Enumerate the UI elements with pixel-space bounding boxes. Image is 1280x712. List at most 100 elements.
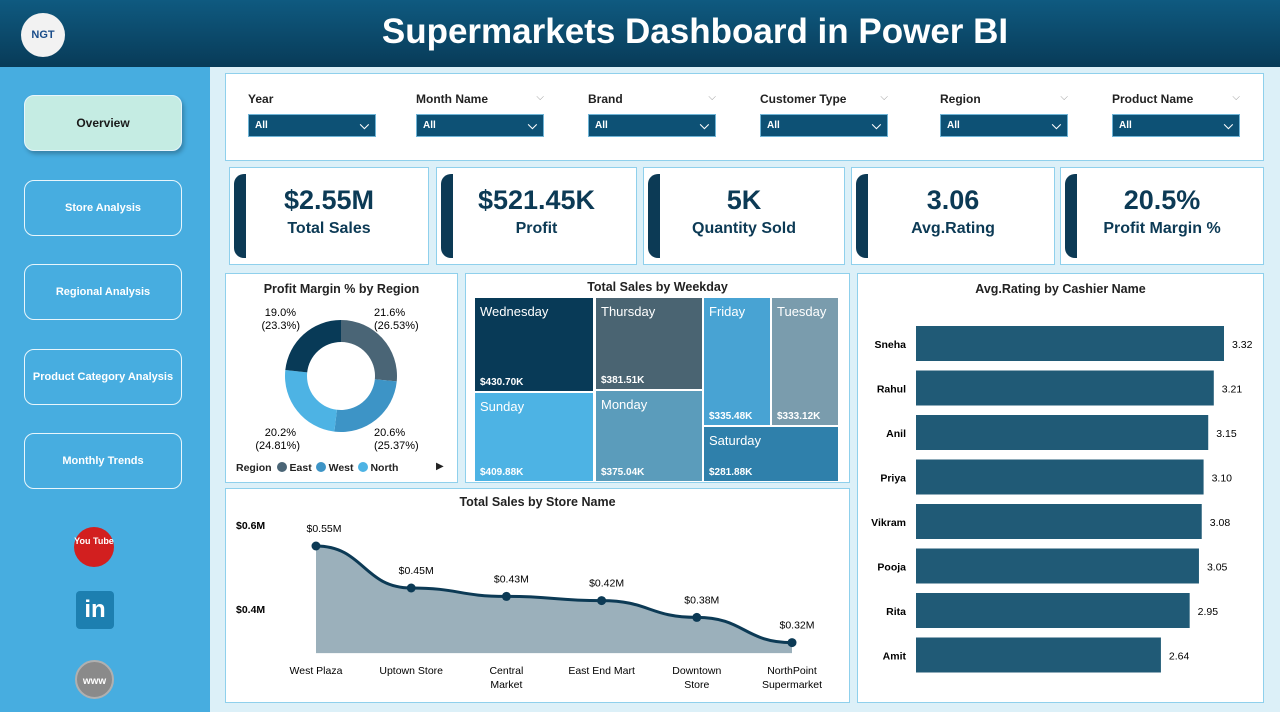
- dropdown-value: All: [255, 120, 268, 131]
- kpi-label: Total Sales: [287, 220, 371, 237]
- dropdown-value: All: [1119, 120, 1132, 131]
- nav-overview[interactable]: Overview: [24, 95, 182, 151]
- slice-value-label: 20.2%: [265, 427, 296, 439]
- treemap-tile-sunday[interactable]: Sunday $409.88K: [475, 393, 593, 481]
- legend-title: Region: [236, 462, 272, 474]
- treemap-tile-tuesday[interactable]: Tuesday $333.12K: [772, 298, 838, 425]
- data-point[interactable]: [787, 638, 797, 648]
- bar-value-label: 3.32: [1232, 339, 1253, 351]
- sales-by-weekday-card: Total Sales by Weekday Wednesday $430.70K…: [465, 273, 850, 483]
- profit-margin-by-region-card: Profit Margin % by Region 21.6% (26.53%) 2…: [225, 273, 458, 483]
- kpi-value: $2.55M: [283, 185, 375, 215]
- filter-year: Year All ⌵: [248, 92, 376, 137]
- kpi-value: 3.06: [926, 185, 980, 215]
- y-tick-label: Rahul: [877, 384, 906, 396]
- slice-value-label: 19.0%: [265, 307, 296, 319]
- chevron-down-icon[interactable]: ⌵: [536, 92, 544, 103]
- website-globe-icon[interactable]: www: [75, 660, 114, 699]
- x-tick-label: Central: [489, 665, 523, 677]
- filter-label-text: Brand: [588, 92, 623, 106]
- chevron-down-icon: ⌵: [527, 118, 537, 132]
- legend-item-north[interactable]: North: [357, 462, 398, 474]
- bar-vikram[interactable]: [916, 504, 1202, 539]
- filter-dropdown[interactable]: All ⌵: [760, 114, 888, 137]
- data-label: $0.43M: [494, 573, 529, 585]
- nav-product-category-analysis[interactable]: Product Category Analysis: [24, 349, 182, 405]
- data-point[interactable]: [692, 612, 702, 622]
- filter-label-text: Year: [248, 92, 274, 106]
- chevron-down-icon[interactable]: ⌵: [880, 92, 888, 103]
- kpi-card-total-sales: $2.55M Total Sales: [229, 167, 429, 265]
- treemap-tile-friday[interactable]: Friday $335.48K: [704, 298, 770, 425]
- bar-pooja[interactable]: [916, 548, 1199, 584]
- slice-share-label: (23.3%): [261, 320, 300, 332]
- bar-value-label: 3.08: [1210, 517, 1231, 529]
- chart-title: Avg.Rating by Cashier Name: [975, 282, 1146, 296]
- tile-value: $430.70K: [480, 377, 524, 388]
- youtube-icon[interactable]: You Tube: [74, 527, 114, 567]
- filter-dropdown[interactable]: All ⌵: [940, 114, 1068, 137]
- treemap-tile-wednesday[interactable]: Wednesday $430.70K: [475, 298, 593, 391]
- bar-rita[interactable]: [916, 593, 1190, 628]
- legend-swatch: [357, 462, 368, 472]
- tile-value: $281.88K: [709, 467, 753, 478]
- chevron-down-icon: ⌵: [359, 118, 369, 132]
- area-chart: $0.6M $0.4M $0.55M West Plaza $0.45M Uptown S…: [236, 520, 822, 691]
- linkedin-icon[interactable]: in: [76, 591, 114, 629]
- data-point[interactable]: [501, 591, 511, 601]
- chevron-down-icon[interactable]: ⌵: [1060, 92, 1068, 103]
- donut-slice-west[interactable]: [334, 379, 397, 432]
- filter-dropdown[interactable]: All ⌵: [248, 114, 376, 137]
- filter-label: Month Name ⌵: [416, 92, 544, 114]
- kpi-card-avg-rating: 3.06 Avg.Rating: [851, 167, 1055, 265]
- chart-title: Total Sales by Store Name: [459, 495, 616, 509]
- bar-amit[interactable]: [916, 637, 1161, 673]
- bar-chart: Sneha 3.32 Rahul 3.21 Anil 3.15 Priya 3.10 Vikra…: [871, 326, 1253, 673]
- filter-label-text: Month Name: [416, 92, 488, 106]
- tile-value: $381.51K: [601, 375, 645, 386]
- data-point[interactable]: [406, 583, 416, 593]
- data-point[interactable]: [597, 596, 607, 606]
- tile-value: $409.88K: [480, 467, 524, 478]
- filter-dropdown[interactable]: All ⌵: [1112, 114, 1240, 137]
- kpi-accent: [856, 174, 868, 258]
- donut-slice-east[interactable]: [341, 320, 397, 382]
- bar-rahul[interactable]: [916, 370, 1214, 406]
- chevron-down-icon[interactable]: ⌵: [708, 92, 716, 103]
- y-tick-label: Priya: [880, 473, 906, 485]
- legend-item-east[interactable]: East: [276, 462, 312, 474]
- bar-priya[interactable]: [916, 459, 1204, 495]
- sales-by-store-card: Total Sales by Store Name $0.6M $0.4M $0.5…: [225, 488, 850, 703]
- rating-by-cashier-card: Avg.Rating by Cashier Name Sneha 3.32 Rahu…: [857, 273, 1264, 703]
- filter-label-text: Product Name: [1112, 92, 1194, 106]
- filter-label: Region ⌵: [940, 92, 1068, 114]
- donut-slice-north[interactable]: [285, 370, 337, 432]
- x-tick-label: Uptown Store: [379, 665, 443, 677]
- filter-dropdown[interactable]: All ⌵: [588, 114, 716, 137]
- nav-store-analysis[interactable]: Store Analysis: [24, 180, 182, 236]
- treemap-tile-thursday[interactable]: Thursday $381.51K: [596, 298, 702, 389]
- data-label: $0.32M: [779, 620, 814, 632]
- filter-dropdown[interactable]: All ⌵: [416, 114, 544, 137]
- tile-label: Monday: [601, 397, 648, 412]
- chevron-down-icon[interactable]: ⌵: [1232, 92, 1240, 103]
- donut-slice-unlabeled[interactable]: [285, 320, 341, 373]
- data-point[interactable]: [311, 541, 321, 551]
- legend-next-arrow-icon[interactable]: ▶: [436, 461, 444, 472]
- legend: Region East West North: [236, 462, 398, 474]
- filter-region: Region ⌵ All ⌵: [940, 92, 1068, 137]
- filter-label-text: Customer Type: [760, 92, 847, 106]
- nav-monthly-trends[interactable]: Monthly Trends: [24, 433, 182, 489]
- tile-label: Tuesday: [777, 304, 827, 319]
- nav-regional-analysis[interactable]: Regional Analysis: [24, 264, 182, 320]
- treemap-tile-monday[interactable]: Monday $375.04K: [596, 391, 702, 481]
- kpi-label: Profit: [515, 220, 558, 237]
- legend-item-west[interactable]: West: [315, 462, 354, 474]
- bar-sneha[interactable]: [916, 326, 1224, 361]
- bar-anil[interactable]: [916, 415, 1209, 450]
- kpi-accent: [648, 174, 660, 258]
- filter-customer-type: Customer Type ⌵ All ⌵: [760, 92, 888, 137]
- bar-value-label: 2.64: [1169, 651, 1190, 663]
- treemap-tile-saturday[interactable]: Saturday $281.88K: [704, 427, 838, 481]
- y-tick-label: Amit: [883, 651, 907, 663]
